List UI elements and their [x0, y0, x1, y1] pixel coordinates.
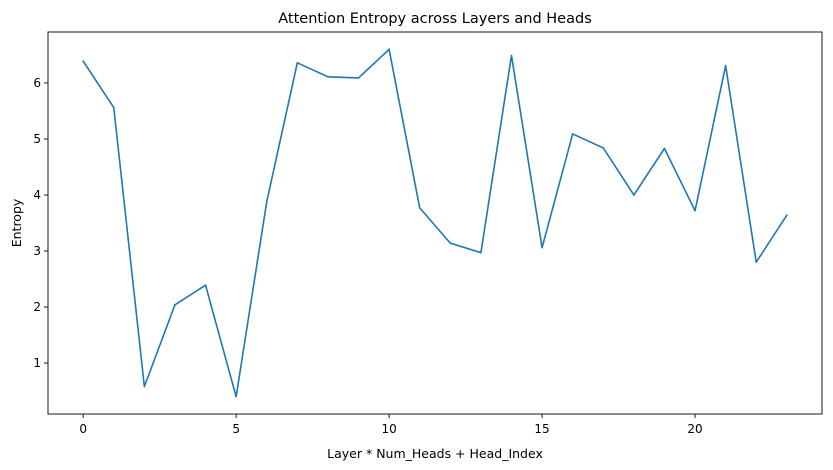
- data-point: [235, 395, 237, 398]
- y-axis: 1 2 3 4 5 6: [33, 76, 48, 370]
- y-tick-label: 2: [33, 300, 41, 314]
- data-point: [541, 246, 543, 249]
- data-point: [388, 48, 390, 51]
- data-point: [112, 106, 115, 109]
- x-axis-label: Layer * Num_Heads + Head_Index: [327, 446, 543, 461]
- y-tick-label: 1: [33, 356, 41, 370]
- plot-area-frame: [47, 31, 823, 415]
- data-point: [204, 284, 207, 286]
- data-point: [143, 385, 146, 388]
- data-point: [724, 64, 727, 67]
- y-tick-label: 3: [33, 244, 41, 258]
- y-tick-label: 5: [33, 132, 41, 146]
- y-tick-label: 6: [33, 76, 41, 90]
- data-point: [327, 76, 329, 78]
- x-tick-label: 15: [534, 422, 549, 436]
- data-point: [357, 77, 360, 79]
- data-point: [786, 214, 788, 216]
- x-axis: 0 5 10 15 20: [79, 414, 703, 436]
- data-point: [449, 242, 452, 244]
- data-point: [418, 207, 421, 209]
- x-tick-label: 10: [381, 422, 396, 436]
- data-point: [663, 147, 666, 150]
- data-point: [694, 209, 696, 212]
- x-tick-label: 0: [79, 422, 87, 436]
- series-layer: [82, 48, 788, 398]
- data-point: [265, 200, 268, 203]
- data-point: [602, 147, 605, 149]
- data-point: [633, 194, 635, 196]
- x-tick-label: 20: [687, 422, 702, 436]
- data-point: [755, 261, 758, 264]
- data-point: [571, 133, 574, 135]
- data-point: [296, 62, 299, 64]
- chart-title: Attention Entropy across Layers and Head…: [278, 11, 592, 27]
- data-point: [174, 303, 176, 306]
- data-point: [480, 251, 482, 254]
- x-tick-label: 5: [232, 422, 240, 436]
- data-point: [82, 60, 84, 62]
- y-axis-label: Entropy: [9, 198, 24, 247]
- data-point: [510, 54, 513, 57]
- y-tick-label: 4: [33, 188, 41, 202]
- series-line-0: [82, 48, 788, 398]
